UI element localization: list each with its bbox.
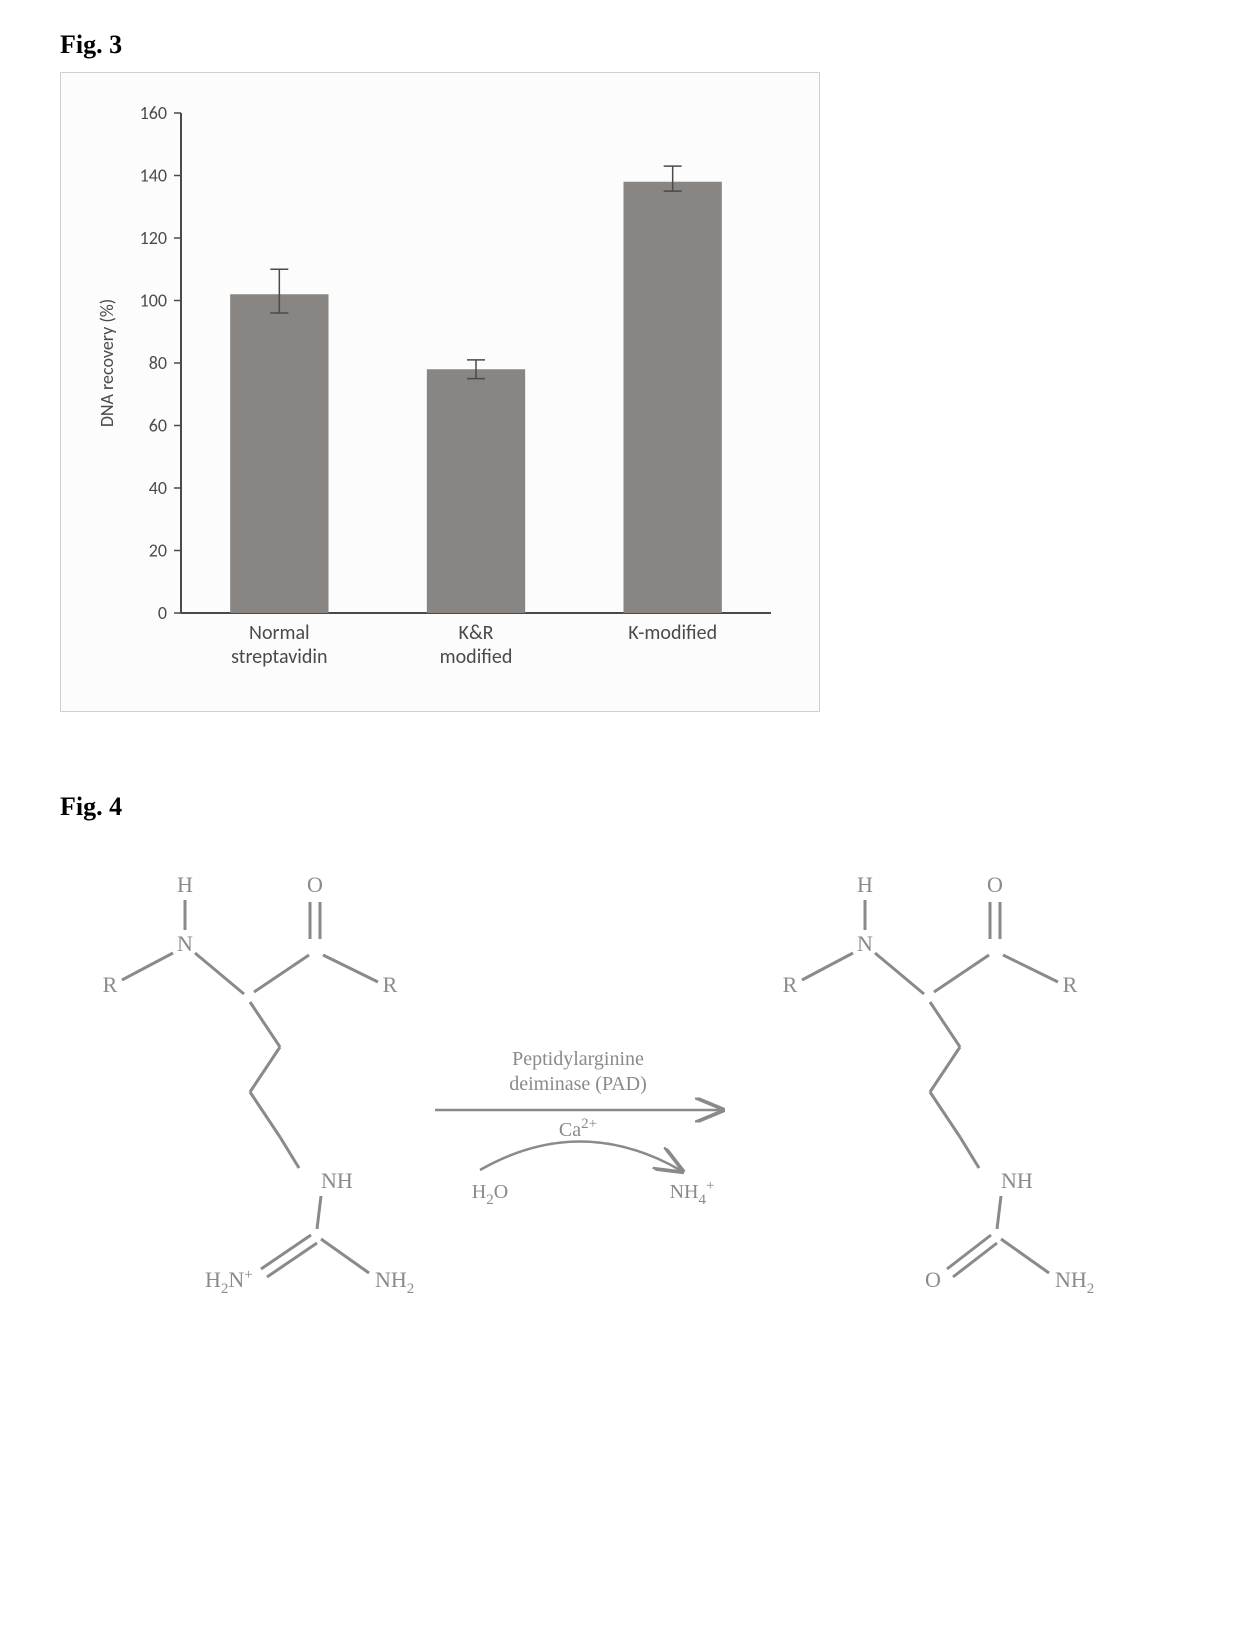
svg-text:20: 20 xyxy=(149,540,167,562)
svg-text:100: 100 xyxy=(140,290,167,312)
svg-text:H2N+: H2N+ xyxy=(205,1267,253,1297)
svg-text:NH4+: NH4+ xyxy=(670,1178,715,1208)
svg-text:Peptidylarginine: Peptidylarginine xyxy=(512,1048,644,1070)
svg-text:DNA recovery (%): DNA recovery (%) xyxy=(96,299,118,427)
svg-text:H: H xyxy=(857,872,873,897)
svg-text:O: O xyxy=(925,1267,941,1292)
svg-text:140: 140 xyxy=(140,165,167,187)
svg-text:60: 60 xyxy=(149,415,167,437)
fig3-label: Fig. 3 xyxy=(60,30,1180,60)
fig4-diagram: H N R O R NH H2N+ NH2 H N R O R NH O NH2 Peptidylarginin… xyxy=(60,852,1140,1312)
svg-text:0: 0 xyxy=(158,602,167,624)
svg-text:deiminase (PAD): deiminase (PAD) xyxy=(509,1073,647,1095)
svg-text:N: N xyxy=(177,931,193,956)
svg-text:120: 120 xyxy=(140,227,167,249)
svg-text:K-modified: K-modified xyxy=(628,621,717,645)
svg-text:NH2: NH2 xyxy=(1055,1267,1094,1297)
svg-text:Ca2+: Ca2+ xyxy=(559,1116,597,1141)
svg-text:80: 80 xyxy=(149,352,167,374)
svg-text:K&Rmodified: K&Rmodified xyxy=(440,621,513,669)
svg-text:40: 40 xyxy=(149,477,167,499)
svg-text:NH2: NH2 xyxy=(375,1267,414,1297)
svg-text:R: R xyxy=(1063,972,1078,997)
svg-text:H2O: H2O xyxy=(472,1181,508,1208)
svg-text:O: O xyxy=(987,872,1003,897)
svg-text:R: R xyxy=(103,972,118,997)
fig4-label: Fig. 4 xyxy=(60,792,1180,822)
svg-text:Normalstreptavidin: Normalstreptavidin xyxy=(231,621,327,669)
svg-text:NH: NH xyxy=(1001,1168,1033,1193)
fig3-chart-container: 0 20 40 60 80 100 120 140 160 DNA recovery (%) Nor… xyxy=(60,72,820,712)
svg-text:O: O xyxy=(307,872,323,897)
svg-text:H: H xyxy=(177,872,193,897)
svg-text:160: 160 xyxy=(140,103,167,124)
fig3-chart: 0 20 40 60 80 100 120 140 160 DNA recovery (%) Nor… xyxy=(91,103,789,691)
svg-text:R: R xyxy=(783,972,798,997)
svg-text:NH: NH xyxy=(321,1168,353,1193)
svg-text:R: R xyxy=(383,972,398,997)
fig4-chem-svg: H N R O R NH H2N+ NH2 H N R O R NH O NH2 Peptidylarginin… xyxy=(60,852,1140,1312)
fig3-chart-svg: 0 20 40 60 80 100 120 140 160 DNA recovery (%) Nor… xyxy=(91,103,791,693)
svg-text:N: N xyxy=(857,931,873,956)
